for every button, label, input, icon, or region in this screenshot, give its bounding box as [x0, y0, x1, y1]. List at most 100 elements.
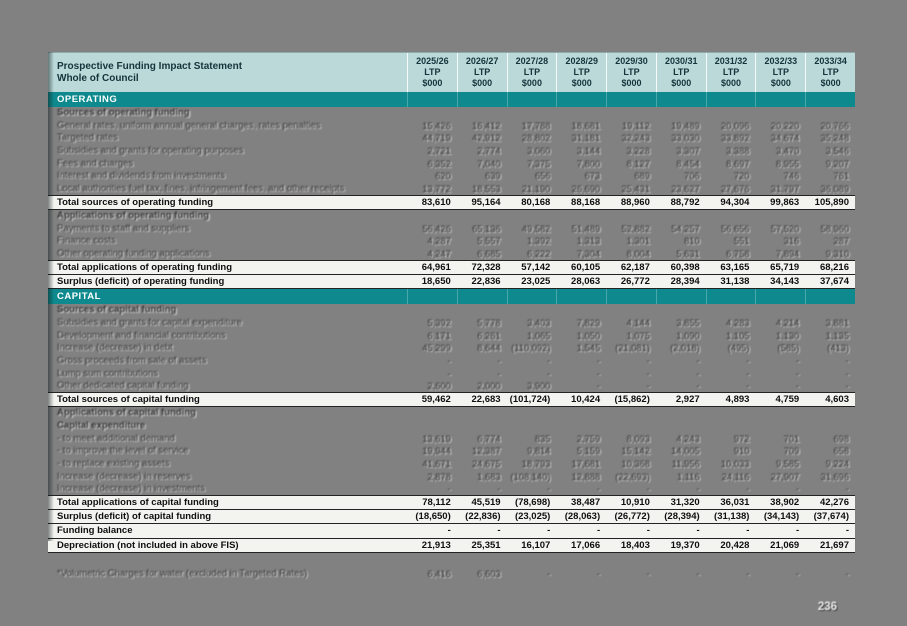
currency-label: $000: [571, 78, 592, 88]
year-label: 2029/30: [615, 56, 648, 66]
row-volumetric-charges-for-water-excluded-in-t: *Volumetric Charges for water (excluded …: [48, 568, 855, 581]
cell-value: 31,138: [720, 275, 750, 287]
row-label: *Volumetric Charges for water (excluded …: [57, 567, 308, 579]
cell-value: 658: [833, 446, 849, 457]
cell-value: 23,025: [521, 275, 551, 287]
cell-value: 28,802: [521, 133, 551, 144]
cell-value: -: [547, 355, 551, 366]
cell-value: 80,168: [521, 196, 551, 208]
cell-value: -: [646, 484, 650, 495]
cell-value: -: [845, 368, 849, 379]
row-fees-and-charges: Fees and charges 6,352 7,040 7,375 7,800 8,12…: [48, 158, 855, 171]
cell-value: 105,890: [814, 196, 849, 208]
row-label: Local authorities fuel tax, fines, infri…: [57, 183, 345, 195]
cell-value: 64,961: [421, 261, 451, 273]
year-label: 2027/28: [515, 56, 549, 66]
cell-value: 3,546: [825, 146, 849, 157]
row-surplus-deficit-of-operating-funding: Surplus (deficit) of operating funding 18…: [48, 273, 855, 290]
cell-value: 11,956: [671, 458, 700, 469]
cell-value: 45,519: [471, 496, 501, 508]
cell-value: -: [497, 355, 501, 366]
row-label: Surplus (deficit) of operating funding: [57, 275, 225, 287]
cell-value: 17,066: [571, 539, 601, 551]
cell-value: 1,135: [825, 330, 849, 341]
row-increase-decrease-in-reserves: Increase (decrease) in reserves 2,878 1,68…: [48, 471, 855, 484]
cell-value: 8,127: [626, 158, 650, 169]
cell-value: (585): [777, 343, 800, 354]
cell-value: 761: [833, 171, 849, 182]
cell-value: 52,882: [621, 223, 650, 234]
row-surplus-deficit-of-capital-funding: Surplus (deficit) of capital funding (18,…: [48, 509, 855, 525]
cell-value: -: [746, 568, 750, 579]
cell-value: 4,247: [427, 249, 451, 260]
cell-value: 3,388: [726, 146, 750, 157]
ltp-label: LTP: [822, 67, 839, 77]
cell-value: 10,033: [721, 458, 750, 469]
year-column-header: 2026/27 LTP $000: [456, 53, 507, 92]
cell-value: -: [845, 381, 849, 392]
cell-value: [506, 92, 557, 107]
cell-value: 38,487: [571, 496, 601, 508]
cell-value: 5,159: [576, 446, 601, 457]
row-interest-and-dividends-from-investments: Interest and dividends from investments 6…: [48, 170, 855, 183]
cell-value: 551: [733, 236, 750, 247]
cell-value: (28,063): [564, 511, 601, 523]
year-label: 2032/33: [764, 56, 798, 66]
currency-label: $000: [820, 78, 841, 88]
cell-value: -: [796, 355, 800, 366]
cell-value: 706: [684, 171, 700, 182]
cell-value: (78,698): [514, 496, 551, 508]
row-capital: CAPITAL: [48, 289, 855, 305]
cell-value: 65,719: [770, 261, 800, 273]
cell-value: 1,090: [676, 330, 700, 341]
cell-value: -: [447, 368, 451, 379]
cell-value: 2,600: [427, 381, 451, 392]
cell-value: 18,553: [472, 184, 501, 195]
cell-value: 12,888: [571, 471, 601, 482]
cell-value: 16,412: [472, 120, 501, 131]
row-label: Development and financial contributions: [57, 329, 226, 341]
cell-value: 5,557: [477, 236, 501, 247]
cell-value: 59,462: [421, 393, 451, 405]
cell-value: -: [845, 525, 849, 537]
row-label: Total applications of capital funding: [57, 496, 219, 508]
cell-value: 18,793: [521, 458, 551, 469]
cell-value: 19,370: [670, 539, 700, 551]
cell-value: 6,416: [427, 568, 451, 579]
cell-value: 1,313: [576, 236, 601, 247]
cell-value: -: [696, 568, 700, 579]
cell-value: 20,766: [820, 120, 849, 131]
cell-value: 45,299: [422, 343, 451, 354]
cell-value: [755, 92, 805, 107]
cell-value: 6,758: [726, 249, 750, 260]
cell-value: -: [696, 355, 700, 366]
cell-value: 33,030: [671, 133, 700, 144]
cell-value: 27,907: [770, 471, 800, 482]
ltp-label: LTP: [623, 67, 640, 77]
cell-value: -: [497, 525, 501, 537]
cell-value: 78,112: [422, 496, 451, 508]
cell-value: 24,675: [472, 458, 501, 469]
cell-value: -: [646, 381, 650, 392]
row-label: - to replace existing assets: [57, 457, 170, 469]
cell-value: -: [447, 484, 451, 495]
cell-value: -: [597, 568, 601, 579]
row-label: Surplus (deficit) of capital funding: [57, 511, 212, 523]
cell-value: 6,261: [477, 330, 501, 341]
cell-value: (22,836): [465, 511, 501, 523]
cell-value: 3,060: [527, 146, 551, 157]
page-number: 236: [817, 601, 837, 613]
cell-value: 6,774: [477, 433, 501, 444]
cell-value: [456, 289, 507, 305]
row-label: CAPITAL: [57, 291, 101, 303]
cell-value: 6,171: [427, 330, 451, 341]
table-title-line1: Prospective Funding Impact Statement: [57, 60, 243, 72]
year-column-header: 2027/28 LTP $000: [506, 53, 557, 92]
cell-value: -: [696, 484, 700, 495]
row-depreciation-not-included-in-above-fis: Depreciation (not included in above FIS)…: [48, 537, 855, 553]
cell-value: 746: [783, 171, 800, 182]
cell-value: 38,902: [770, 496, 800, 508]
currency-label: $000: [770, 78, 791, 88]
row-label: Increase (decrease) in investments: [57, 483, 205, 495]
cell-value: 33,892: [721, 133, 750, 144]
